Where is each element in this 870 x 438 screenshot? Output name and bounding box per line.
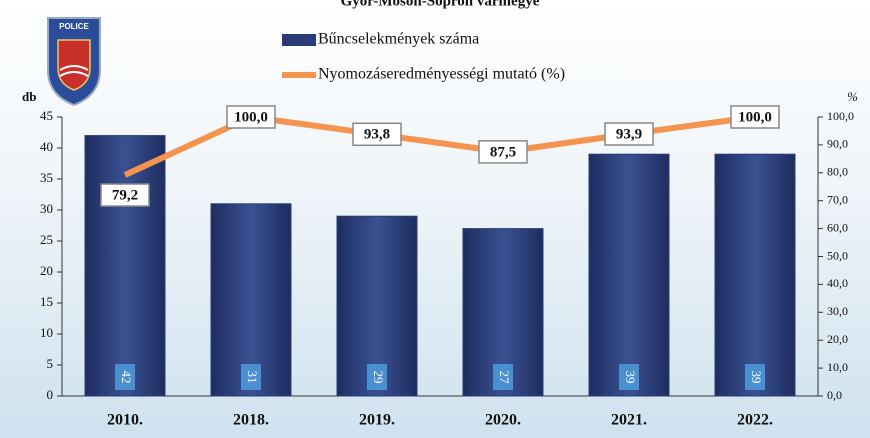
bar-label-box (367, 364, 387, 390)
line-label: 100,0 (234, 109, 268, 125)
y2-tick-label: 90,0 (827, 137, 848, 151)
logo-text: POLICE (59, 22, 89, 31)
x-tick-label: 2021. (611, 412, 647, 429)
line-label-box (352, 122, 402, 147)
y2-tick-label: 30,0 (827, 304, 848, 318)
x-tick-label: 2020. (485, 412, 521, 429)
line-label: 87,5 (490, 144, 516, 160)
y-tick-label: 30 (40, 201, 53, 216)
y2-tick-label: 100,0 (827, 109, 854, 123)
bar-label-box (115, 364, 135, 390)
x-tick-label: 2010. (107, 412, 143, 429)
y-tick-label: 15 (40, 294, 53, 309)
bar-label: 39 (749, 371, 764, 384)
y2-tick-label: 70,0 (827, 192, 848, 206)
line-label: 93,8 (364, 127, 390, 143)
y2-tick-label: 80,0 (827, 165, 848, 179)
bar-label-box (745, 364, 765, 390)
police-logo: POLICE (47, 17, 101, 107)
bar-label-box (493, 364, 513, 390)
y2-tick-label: 50,0 (827, 248, 848, 262)
y-axis-label: db (22, 89, 36, 104)
bar (84, 135, 166, 397)
y2-tick-label: 20,0 (827, 332, 848, 346)
y2-tick-label: 40,0 (827, 276, 848, 290)
line-label-box (226, 105, 276, 129)
line-label: 93,9 (616, 126, 642, 142)
y-tick-label: 45 (40, 108, 53, 123)
bar (714, 153, 796, 397)
y-tick-label: 20 (40, 263, 53, 278)
line-label-box (478, 140, 528, 164)
bar (210, 203, 292, 397)
y2-axis-label: % (847, 89, 858, 104)
line-label: 100,0 (738, 109, 772, 125)
y2-tick-label: 0,0 (827, 388, 842, 402)
legend-swatch (282, 34, 316, 46)
y-tick-label: 40 (40, 139, 53, 154)
bar-label: 27 (497, 371, 512, 385)
y-tick-label: 25 (40, 232, 53, 247)
y2-tick-label: 10,0 (827, 360, 848, 374)
bar-label: 39 (623, 371, 638, 384)
legend-label: Nyomozáseredményességi mutató (%) (318, 66, 565, 83)
x-tick-label: 2019. (359, 412, 395, 429)
bar-label: 31 (245, 371, 260, 384)
line-label-box (730, 105, 780, 129)
y-tick-label: 5 (47, 356, 54, 371)
bar-label: 42 (119, 371, 134, 384)
y-tick-label: 0 (47, 387, 54, 402)
y-tick-label: 35 (40, 170, 53, 185)
line-label: 79,2 (112, 187, 138, 203)
line-label-box (100, 183, 150, 207)
bar (588, 153, 670, 397)
y2-tick-label: 60,0 (827, 220, 848, 234)
x-tick-label: 2022. (737, 412, 773, 429)
bar-label: 29 (371, 371, 386, 384)
line-label-box (604, 122, 654, 146)
bar-label-box (619, 364, 639, 390)
legend-label: Bűncselekmények száma (318, 31, 479, 48)
chart-title: Győr-Moson-Sopron vármegye (341, 0, 540, 9)
y-tick-label: 10 (40, 325, 53, 340)
bar-label-box (241, 364, 261, 390)
x-tick-label: 2018. (233, 412, 269, 429)
